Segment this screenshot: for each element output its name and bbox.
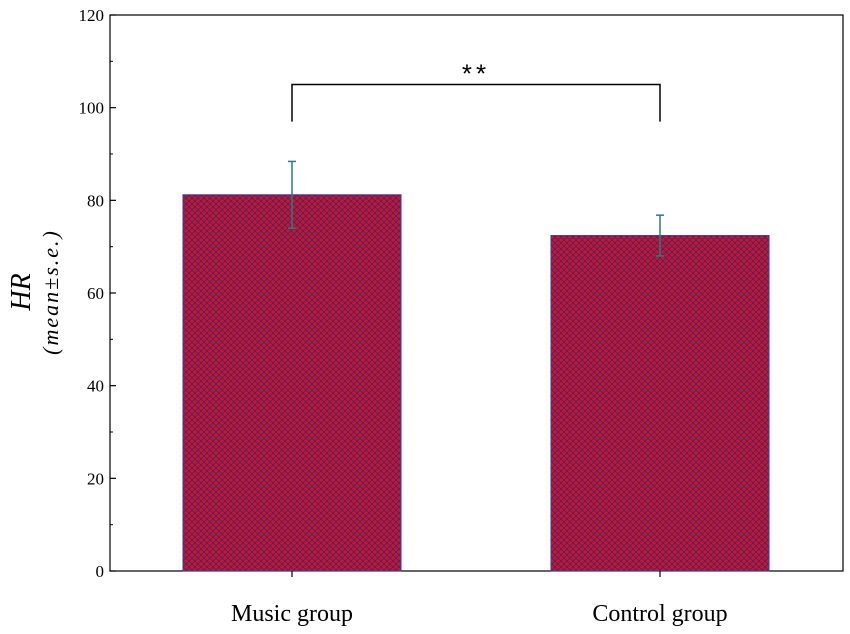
error-bar — [656, 214, 664, 257]
y-axis-title: HR (mean±s.e.) — [6, 229, 63, 355]
y-axis-title-main: HR — [6, 273, 37, 311]
plot-area: ** — [109, 14, 844, 572]
y-tick-label: 60 — [87, 284, 104, 303]
bars — [182, 194, 770, 572]
y-tick-label: 40 — [87, 377, 104, 396]
y-tick-label: 0 — [96, 562, 105, 581]
y-tick-label: 100 — [79, 99, 105, 118]
y-tick-label: 80 — [87, 191, 104, 210]
significance-label: ** — [462, 59, 490, 89]
y-axis: 0 20 40 60 80 100 120 — [79, 6, 116, 581]
error-bar — [288, 160, 296, 229]
error-bars — [288, 160, 664, 257]
y-axis-title-sub: (mean±s.e.) — [38, 229, 63, 355]
significance-bracket: ** — [291, 59, 661, 122]
bar-music-group — [182, 194, 402, 572]
x-category-label: Music group — [231, 601, 353, 627]
x-axis: Music group Control group — [231, 571, 728, 627]
bar-control-group — [550, 235, 770, 572]
y-tick-label: 120 — [79, 6, 105, 25]
significance-line — [291, 83, 661, 122]
x-category-label: Control group — [592, 601, 727, 627]
y-tick-label: 20 — [87, 469, 104, 488]
